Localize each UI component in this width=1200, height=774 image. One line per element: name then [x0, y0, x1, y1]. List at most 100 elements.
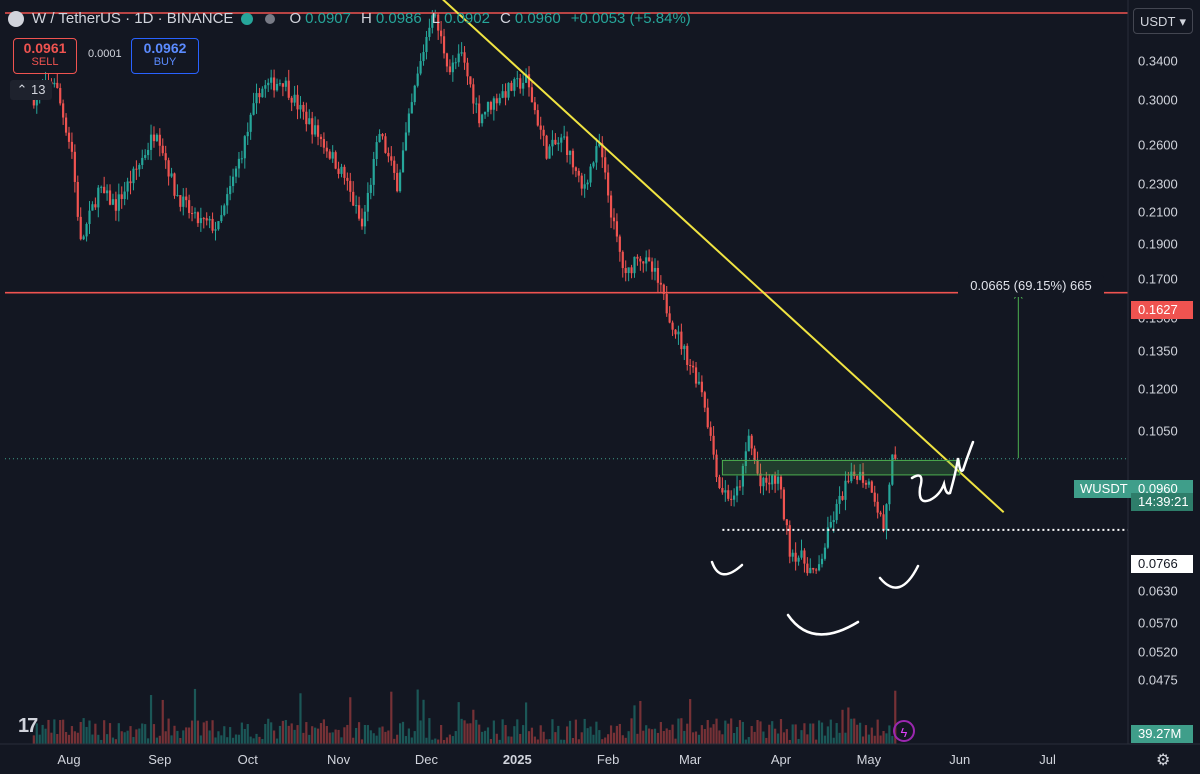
- candle-body: [111, 199, 115, 205]
- candle-body: [445, 53, 449, 67]
- candle-body: [193, 212, 197, 214]
- candle-body: [357, 205, 361, 219]
- volume-bar: [718, 730, 721, 744]
- close-label: C: [499, 10, 511, 27]
- candle-body: [349, 180, 352, 192]
- indicators-toggle[interactable]: ⌃ 13: [10, 80, 52, 100]
- gear-icon[interactable]: ⚙: [1156, 752, 1171, 769]
- volume-bar: [100, 739, 103, 744]
- candle-body: [730, 498, 733, 500]
- volume-bar: [615, 725, 619, 744]
- candle-body: [891, 454, 894, 485]
- candle-body: [691, 365, 695, 368]
- candle-body: [164, 153, 167, 161]
- candle-body: [733, 495, 736, 500]
- symbol-title[interactable]: W / TetherUS · 1D · BINANCE: [32, 10, 234, 27]
- candle-body: [249, 114, 252, 132]
- candle-body: [416, 73, 419, 86]
- candle-body: [144, 155, 147, 158]
- candle-body: [381, 134, 384, 137]
- candle-body: [410, 102, 413, 114]
- candle-body: [352, 191, 355, 206]
- candle-body: [226, 194, 229, 206]
- candle-body: [665, 294, 668, 314]
- candle-body: [715, 454, 718, 478]
- lightning-icon[interactable]: ϟ: [893, 720, 915, 742]
- volume-bar: [144, 724, 147, 744]
- volume-bar: [697, 734, 701, 744]
- volume-bar: [850, 718, 853, 744]
- sell-button[interactable]: 0.0961 SELL: [13, 38, 77, 74]
- candle-body: [536, 110, 539, 126]
- candle-body: [885, 504, 888, 530]
- currency-select[interactable]: USDT ▾: [1133, 8, 1193, 34]
- volume-bar: [352, 737, 355, 744]
- candle-body: [557, 142, 560, 145]
- candle-body: [428, 27, 431, 37]
- candle-body: [258, 93, 261, 98]
- candle-body: [697, 381, 701, 384]
- volume-bar: [592, 734, 595, 744]
- candle-body: [208, 218, 211, 221]
- volume-bar: [609, 725, 613, 744]
- candle-body: [806, 563, 809, 574]
- candle-body: [293, 94, 296, 103]
- volume-bar: [246, 724, 249, 744]
- volume-bar: [630, 718, 633, 744]
- volume-bar: [120, 731, 123, 744]
- candle-body: [398, 172, 402, 192]
- volume-bar: [586, 728, 589, 744]
- volume-bar: [302, 732, 305, 744]
- candle-body: [841, 495, 844, 500]
- volume-bar: [703, 729, 706, 744]
- volume-bar: [809, 723, 812, 744]
- volume-bar: [706, 720, 709, 744]
- candle-body: [656, 268, 660, 283]
- volume-bar: [164, 731, 167, 744]
- candle-body: [856, 475, 859, 480]
- candle-body: [346, 177, 349, 181]
- candle-body: [64, 117, 68, 133]
- candle-body: [489, 101, 493, 110]
- candle-body: [270, 77, 273, 83]
- candle-body: [592, 162, 595, 167]
- candle-body: [375, 142, 378, 160]
- volume-bar: [533, 736, 536, 744]
- volume-bar: [147, 738, 150, 744]
- candle-body: [533, 102, 536, 111]
- volume-bar: [539, 725, 542, 744]
- candle-body: [586, 182, 589, 185]
- volume-bar: [105, 734, 109, 744]
- tradingview-logo-icon[interactable]: 17: [18, 715, 38, 737]
- candle-body: [568, 150, 572, 155]
- volume-bar: [510, 736, 513, 744]
- demand-zone[interactable]: [721, 459, 961, 476]
- volume-bar: [633, 705, 636, 744]
- candle-body: [196, 212, 200, 224]
- volume-bar: [741, 721, 744, 744]
- volume-bar: [32, 735, 35, 744]
- trendline[interactable]: [441, 0, 1005, 513]
- volume-bar: [648, 728, 651, 744]
- sell-price: 0.0961: [23, 40, 67, 56]
- candle-body: [735, 486, 739, 496]
- candle-body: [595, 146, 598, 163]
- candle-body: [545, 135, 548, 159]
- buy-button[interactable]: 0.0962 BUY: [131, 38, 199, 74]
- candle-body: [158, 134, 161, 146]
- volume-bar: [554, 732, 557, 744]
- candle-body: [319, 136, 323, 140]
- volume-bar: [375, 735, 378, 744]
- volume-bar: [656, 732, 660, 744]
- volume-bar: [583, 718, 586, 744]
- candle-body: [448, 66, 451, 73]
- candle-body: [308, 118, 311, 125]
- volume-bar: [404, 736, 408, 744]
- candle-body: [255, 93, 258, 104]
- candle-body: [791, 552, 794, 557]
- volume-bar: [724, 720, 727, 744]
- candle-body: [507, 82, 510, 98]
- candle-body: [88, 210, 91, 224]
- candle-body: [366, 192, 369, 212]
